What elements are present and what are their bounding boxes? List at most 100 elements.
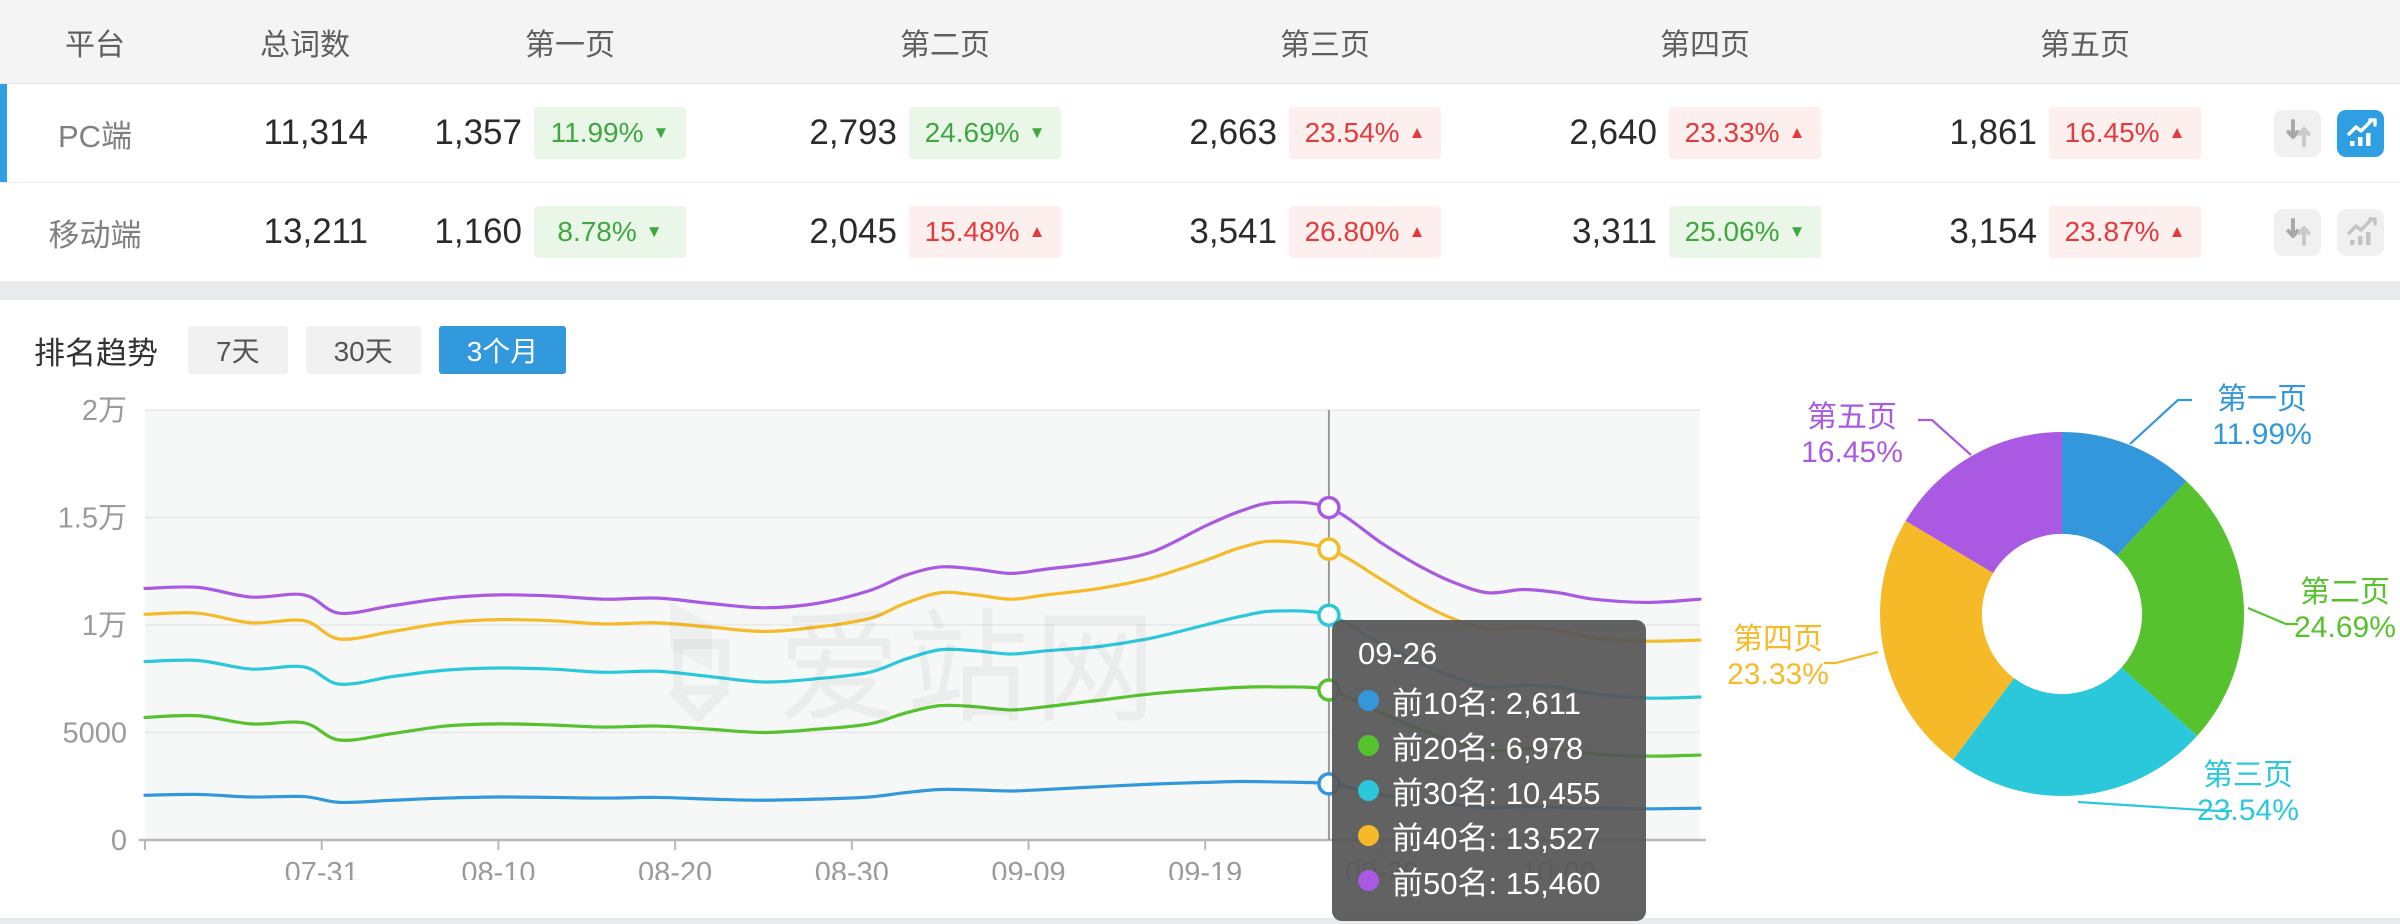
tooltip-date: 09-26 (1358, 636, 1438, 671)
sort-button[interactable] (2274, 109, 2321, 157)
y-axis-label: 0 (111, 825, 127, 857)
page1-count: 1,357 (434, 113, 522, 152)
series-color-dot (1358, 735, 1379, 756)
header-platform: 平台 (65, 28, 125, 62)
page4-count: 2,640 (1569, 113, 1657, 152)
page5-count: 3,154 (1949, 212, 2037, 251)
header-page5: 第五页 (2040, 28, 2130, 62)
total-words-value: 13,211 (263, 212, 368, 251)
show-trend-chart-button[interactable] (2337, 208, 2384, 256)
donut-slice-第二页[interactable] (2116, 481, 2244, 736)
page5-change-badge: 16.45% ▲ (2049, 107, 2201, 159)
chart-tooltip: 09-26 前10名: 2,611 前20名: 6,978 前30名: 10,455… (1332, 620, 1646, 921)
tooltip-item: 前40名: 13,527 (1358, 813, 1620, 858)
keyword-rank-table: 平台 总词数 第一页 第二页 第三页 第四页 第五页 PC端 11,314 1,… (0, 0, 2400, 282)
label-leader-line (1918, 418, 1972, 456)
donut-slice-第三页[interactable] (1952, 667, 2198, 796)
tab-7-days[interactable]: 7天 (188, 326, 288, 374)
x-axis-label: 07-31 (285, 857, 359, 880)
donut-label-page5: 第五页 16.45% (1801, 401, 1903, 469)
header-page3: 第三页 (1280, 28, 1370, 62)
page4-change-badge: 25.06% ▼ (1669, 206, 1821, 258)
page2-count: 2,793 (809, 113, 897, 152)
page2-change-badge: 15.48% ▲ (909, 206, 1061, 258)
label-leader-line (2129, 398, 2192, 445)
page4-change-badge: 23.33% ▲ (1669, 107, 1821, 159)
trend-arrow-icon: ▼ (1028, 123, 1046, 142)
y-axis-label: 1.5万 (58, 503, 127, 535)
sort-arrows-icon (2286, 218, 2310, 246)
platform-label: 移动端 (48, 217, 142, 253)
page1-change-badge: 11.99% ▼ (534, 107, 686, 159)
selected-row-indicator (0, 84, 7, 182)
table-row-pc[interactable]: PC端 11,314 1,357 11.99% ▼ 2,793 24.69% ▼ 2,6… (0, 84, 2400, 183)
page2-change-badge: 24.69% ▼ (909, 107, 1061, 159)
trend-arrow-icon: ▲ (1788, 123, 1806, 142)
x-axis-label: 08-20 (638, 857, 712, 880)
page2-count: 2,045 (809, 212, 897, 251)
page3-count: 2,663 (1189, 113, 1277, 152)
page5-count: 1,861 (1949, 113, 2037, 152)
x-axis-label: 08-30 (815, 857, 889, 880)
page-distribution-donut-chart: 第一页 11.99% 第二页 24.69% 第三页 23.54% 第四页 23.33% … (1700, 370, 2400, 880)
y-axis-label: 2万 (82, 395, 127, 427)
label-leader-line (1824, 650, 1879, 665)
header-total-words: 总词数 (260, 28, 350, 62)
tooltip-item: 前10名: 2,611 (1358, 678, 1620, 723)
donut-label-page4: 第四页 23.33% (1727, 623, 1829, 691)
y-axis-label: 1万 (82, 610, 127, 642)
donut-label-page1: 第一页 11.99% (2212, 383, 2312, 451)
trend-chart-icon (2346, 118, 2377, 146)
show-trend-chart-button[interactable] (2337, 109, 2384, 157)
page4-count: 3,311 (1572, 212, 1657, 251)
series-color-dot (1358, 870, 1379, 891)
tooltip-item: 前30名: 10,455 (1358, 768, 1620, 813)
tab-3-months[interactable]: 3个月 (438, 326, 567, 374)
trend-chart-icon (2346, 217, 2377, 245)
y-axis-label: 5000 (62, 718, 127, 750)
sort-arrows-icon (2286, 119, 2310, 147)
trend-arrow-icon: ▲ (1408, 222, 1426, 241)
sort-button[interactable] (2274, 208, 2321, 256)
trend-arrow-icon: ▼ (645, 222, 663, 241)
trend-arrow-icon: ▲ (1408, 123, 1426, 142)
trend-arrow-icon: ▲ (2168, 222, 2186, 241)
page1-change-badge: 8.78% ▼ (534, 206, 686, 258)
table-header-row: 平台 总词数 第一页 第二页 第三页 第四页 第五页 (0, 0, 2400, 84)
series-color-dot (1358, 690, 1379, 711)
crosshair-marker (1317, 537, 1341, 561)
header-page1: 第一页 (525, 28, 615, 62)
trend-arrow-icon: ▲ (2168, 123, 2186, 142)
label-leader-line (2077, 800, 2232, 813)
donut-slice-第一页[interactable] (2062, 432, 2187, 556)
label-leader-line (2247, 606, 2298, 626)
donut-slice-第四页[interactable] (1880, 520, 2015, 760)
rank-trend-section: 排名趋势 7天 30天 3个月 爱站网 050001万1.5万2万07-3108… (0, 300, 2400, 921)
trend-toolbar: 排名趋势 7天 30天 3个月 (34, 326, 567, 374)
trend-arrow-icon: ▼ (1788, 222, 1806, 241)
section-title: 排名趋势 (34, 335, 158, 371)
header-actions-spacer (2215, 0, 2400, 83)
table-row-mobile[interactable]: 移动端 13,211 1,160 8.78% ▼ 2,045 15.48% ▲ 3,54… (0, 183, 2400, 282)
donut-label-page2: 第二页 24.69% (2294, 576, 2396, 644)
page3-count: 3,541 (1189, 212, 1277, 251)
series-color-dot (1358, 825, 1379, 846)
page1-count: 1,160 (434, 212, 522, 251)
tab-30-days[interactable]: 30天 (305, 326, 421, 374)
trend-arrow-icon: ▼ (652, 123, 670, 142)
page3-change-badge: 26.80% ▲ (1289, 206, 1441, 258)
x-axis-label: 09-09 (991, 857, 1065, 880)
x-axis-label: 08-10 (461, 857, 535, 880)
donut-slice-第五页[interactable] (1905, 432, 2062, 574)
tooltip-item: 前50名: 15,460 (1358, 858, 1620, 903)
series-color-dot (1358, 780, 1379, 801)
trend-arrow-icon: ▲ (1028, 222, 1046, 241)
rank-trend-line-chart: 爱站网 050001万1.5万2万07-3108-1008-2008-3009-… (0, 370, 1720, 921)
total-words-value: 11,314 (263, 113, 368, 152)
crosshair-marker (1317, 495, 1341, 520)
header-page2: 第二页 (900, 28, 990, 62)
donut-chart-svg (1824, 398, 2298, 813)
crosshair-marker (1317, 603, 1341, 627)
x-axis-label: 09-19 (1168, 857, 1242, 880)
